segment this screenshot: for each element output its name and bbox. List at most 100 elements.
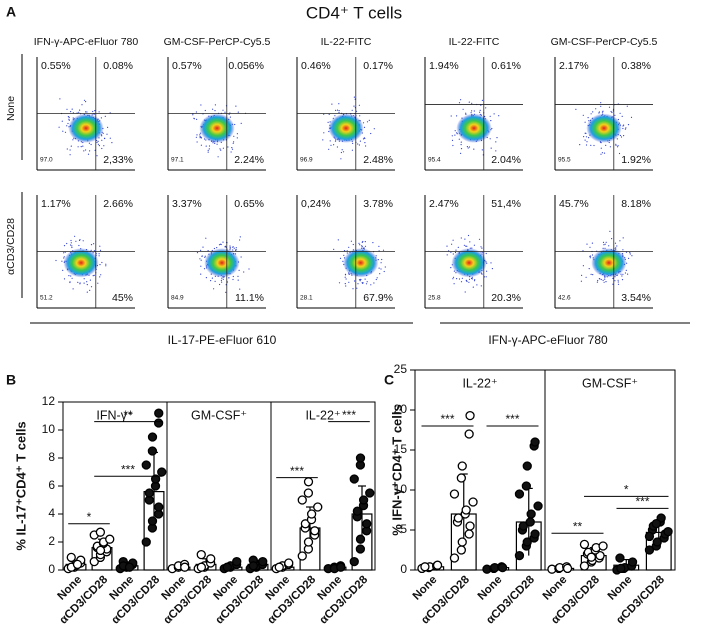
- data-point: [521, 481, 531, 491]
- density-dot: [622, 127, 624, 130]
- quadrant-value: 97.0: [40, 157, 53, 164]
- quadrant-value: 20.3%: [491, 292, 521, 304]
- density-dot: [486, 270, 488, 272]
- density-dot: [333, 248, 335, 250]
- y-tick-label: 12: [42, 394, 56, 408]
- density-dot: [341, 149, 343, 151]
- panel-label: A: [6, 4, 16, 20]
- density-dot: [336, 109, 339, 111]
- density-dot: [600, 147, 602, 149]
- density-dot: [337, 239, 339, 241]
- density-dot: [378, 267, 380, 269]
- data-point: [362, 519, 372, 529]
- density-dot: [471, 110, 473, 112]
- density-core: [586, 113, 622, 143]
- density-dot: [603, 281, 605, 283]
- density-dot: [222, 109, 224, 111]
- density-dot: [452, 278, 454, 280]
- density-dot: [593, 144, 595, 147]
- density-dot: [105, 265, 107, 267]
- density-dot: [603, 244, 605, 246]
- data-point: [530, 529, 540, 539]
- density-dot: [94, 149, 96, 151]
- quadrant-value: 51.2: [40, 295, 53, 302]
- data-point: [457, 537, 467, 547]
- density-core: [343, 248, 379, 278]
- density-dot: [66, 125, 68, 127]
- flow-plot: 2.47% 51,4% 25.8 20.3%: [424, 195, 523, 309]
- density-dot: [617, 283, 620, 285]
- density-dot: [196, 118, 198, 120]
- density-dot: [239, 288, 241, 290]
- density-dot: [227, 146, 229, 148]
- density-dot: [602, 110, 604, 112]
- quadrant-value: 67.9%: [363, 292, 393, 304]
- density-dot: [111, 142, 113, 144]
- density-dot: [469, 241, 471, 243]
- density-dot: [334, 140, 337, 142]
- data-point: [453, 513, 464, 523]
- density-dot: [627, 124, 630, 126]
- density-dot: [365, 145, 367, 147]
- density-dot: [575, 108, 577, 110]
- density-dot: [625, 269, 627, 271]
- density-dot: [614, 280, 616, 282]
- density-dot: [622, 237, 624, 239]
- density-dot: [453, 283, 455, 285]
- density-dot: [66, 148, 68, 150]
- y-tick-label: 20: [394, 402, 408, 416]
- density-dot: [479, 111, 481, 113]
- density-dot: [605, 241, 607, 243]
- density-dot: [456, 278, 458, 280]
- density-core: [68, 113, 104, 143]
- density-dot: [344, 273, 347, 275]
- density-dot: [452, 144, 454, 147]
- density-dot: [322, 139, 324, 141]
- density-dot: [342, 151, 345, 153]
- density-dot: [597, 279, 599, 282]
- density-dot: [92, 110, 94, 113]
- density-dot: [199, 258, 201, 260]
- density-dot: [86, 291, 88, 293]
- density-dot: [472, 286, 474, 288]
- data-point: [579, 539, 590, 550]
- density-dot: [610, 110, 612, 113]
- panel-label: B: [6, 372, 16, 388]
- density-dot: [587, 117, 589, 119]
- density-dot: [214, 110, 216, 112]
- density-dot: [338, 103, 340, 105]
- section-label: IL-22⁺: [462, 376, 497, 390]
- density-dot: [334, 115, 336, 117]
- quadrant-value: 0.38%: [621, 60, 651, 72]
- data-point: [522, 537, 532, 547]
- density-dot: [466, 146, 468, 148]
- density-dot: [213, 288, 215, 290]
- density-dot: [468, 278, 471, 280]
- density-dot: [96, 141, 98, 144]
- density-dot: [460, 237, 462, 239]
- data-point: [616, 563, 626, 574]
- density-dot: [373, 282, 375, 284]
- data-point: [456, 545, 467, 555]
- density-dot: [624, 272, 627, 274]
- density-dot: [232, 275, 234, 278]
- density-dot: [375, 278, 377, 281]
- data-point: [303, 477, 314, 487]
- density-dot: [196, 141, 198, 143]
- density-dot: [243, 271, 245, 273]
- density-dot: [214, 104, 216, 106]
- density-dot: [366, 121, 369, 123]
- density-dot: [616, 146, 619, 148]
- quadrant-value: 84.9: [171, 295, 184, 302]
- density-dot: [200, 104, 202, 106]
- quadrant-value: 3.78%: [363, 198, 393, 210]
- density-dot: [350, 240, 352, 242]
- density-dot: [63, 278, 66, 280]
- significance-label: **: [123, 408, 133, 422]
- density-dot: [81, 104, 83, 106]
- density-dot: [351, 109, 353, 111]
- y-tick-label: 15: [394, 442, 408, 456]
- data-point: [153, 418, 164, 428]
- density-dot: [208, 148, 210, 150]
